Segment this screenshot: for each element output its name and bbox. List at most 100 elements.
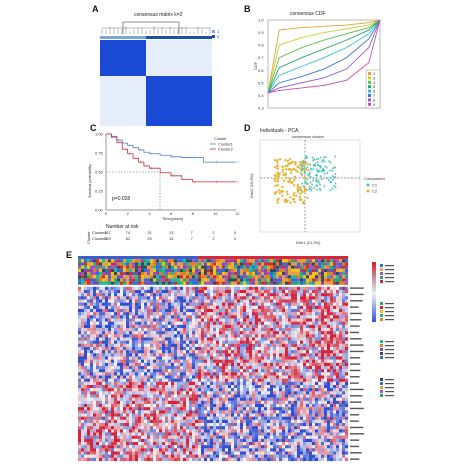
heatmap-cell <box>93 350 97 354</box>
annotation-cell <box>159 259 163 263</box>
annotation-cell <box>297 262 301 266</box>
heatmap-cell <box>99 391 103 395</box>
annotation-cell <box>231 259 235 263</box>
panel-letter-b: B <box>244 4 251 14</box>
heatmap-cell <box>303 286 307 291</box>
annotation-cell <box>99 278 103 282</box>
cdf-y-ticks: 1.00.90.80.70.60.50.40.3 <box>258 18 264 111</box>
heatmap-cell <box>123 353 127 357</box>
annotation-cell <box>198 268 202 272</box>
heatmap-cell <box>300 340 304 344</box>
heatmap-cell <box>291 378 295 382</box>
heatmap-cell <box>168 286 172 291</box>
heatmap-cell <box>195 324 199 329</box>
heatmap-cell <box>84 334 88 338</box>
pca-point-c1: ▲ <box>312 166 315 170</box>
heatmap-cell <box>258 394 262 398</box>
heatmap-cell <box>291 346 295 351</box>
pca-point-c1: ▲ <box>306 176 309 180</box>
heatmap-cell <box>180 356 184 360</box>
heatmap-cell <box>285 394 289 398</box>
heatmap-cell <box>222 407 226 411</box>
annotation-cell <box>138 278 142 282</box>
heatmap-cell <box>120 384 124 389</box>
heatmap-cell <box>273 340 277 344</box>
annotation-cell <box>255 278 259 282</box>
heatmap-cell <box>258 286 262 291</box>
heatmap-cell <box>327 381 331 386</box>
heatmap-cell <box>168 327 172 332</box>
heatmap-cell <box>246 289 250 294</box>
heatmap-cell <box>252 353 256 357</box>
annotation-cell <box>183 262 187 266</box>
heatmap-cell <box>126 410 130 414</box>
heatmap-cell <box>93 353 97 357</box>
pca-point-c1: ▲ <box>316 183 319 187</box>
annotation-cell <box>285 268 289 272</box>
heatmap-cell <box>129 334 133 338</box>
heatmap-cell <box>189 397 193 401</box>
heatmap-cell <box>222 375 226 379</box>
heatmap-cell <box>102 296 106 300</box>
heatmap-cell <box>315 286 319 291</box>
heatmap-cell <box>225 362 229 367</box>
annotation-cell <box>261 281 265 285</box>
pca-point-c2: ● <box>285 200 288 204</box>
heatmap-cell <box>213 407 217 411</box>
heatmap-cell <box>333 340 337 344</box>
heatmap-cell <box>210 350 214 354</box>
heatmap-cell <box>138 340 142 344</box>
heatmap-cell <box>186 312 190 316</box>
heatmap-cell <box>318 302 322 306</box>
annotation-cell <box>135 272 139 276</box>
heatmap-cell <box>261 308 265 313</box>
pca-points: ▲●▲●▲●▲●▲● ▲●▲●▲●▲●▲●▲●▲●▲●▲●▲●▲●▲●▲●▲●▲●… <box>273 154 337 205</box>
pca-point-c1: ▲ <box>321 169 324 173</box>
annotation-cell <box>216 278 220 282</box>
pca-point-c2: ● <box>293 191 296 195</box>
heatmap-cell <box>102 331 106 335</box>
heatmap-cell <box>213 384 217 389</box>
heatmap-cell <box>183 305 187 310</box>
annotation-cell <box>252 262 256 266</box>
heatmap-cell <box>99 375 103 379</box>
heatmap-cell <box>318 356 322 360</box>
heatmap-cell <box>150 315 154 319</box>
annotation-cell <box>84 278 88 282</box>
heatmap-cell <box>138 394 142 398</box>
annotation-cell <box>258 259 262 263</box>
annotation-cell <box>186 278 190 282</box>
heatmap-cell <box>258 312 262 316</box>
heatmap-cell <box>204 416 208 420</box>
heatmap-cell <box>141 312 145 316</box>
heatmap-cell <box>201 416 205 420</box>
heatmap-cell <box>219 334 223 338</box>
heatmap-cell <box>96 318 100 322</box>
heatmap-cell <box>342 397 346 401</box>
heatmap-cell <box>141 378 145 382</box>
heatmap-cell <box>312 340 316 344</box>
heatmap-cell <box>294 346 298 351</box>
heatmap-cell <box>234 372 238 376</box>
heatmap-cell <box>90 378 94 382</box>
heatmap-cell <box>315 397 319 401</box>
heatmap-cell <box>144 286 148 291</box>
heatmap-cell <box>147 365 151 370</box>
heatmap-cell <box>93 346 97 351</box>
heatmap-cell <box>333 296 337 300</box>
annotation-cell <box>201 272 205 276</box>
heatmap-cell <box>162 388 166 392</box>
heatmap-cell <box>120 315 124 319</box>
pca-point-c2: ● <box>303 186 306 190</box>
heatmap-cell <box>99 293 103 297</box>
heatmap-cell <box>204 356 208 360</box>
annotation-cell <box>81 259 85 263</box>
annotation-cell <box>216 281 220 285</box>
heatmap-cell <box>216 391 220 395</box>
annotation-cell <box>150 262 154 266</box>
annotation-cell <box>294 281 298 285</box>
heatmap-cell <box>81 403 85 408</box>
heatmap-cell <box>159 337 163 341</box>
annotation-cell <box>147 259 151 263</box>
heatmap-cell <box>129 324 133 329</box>
